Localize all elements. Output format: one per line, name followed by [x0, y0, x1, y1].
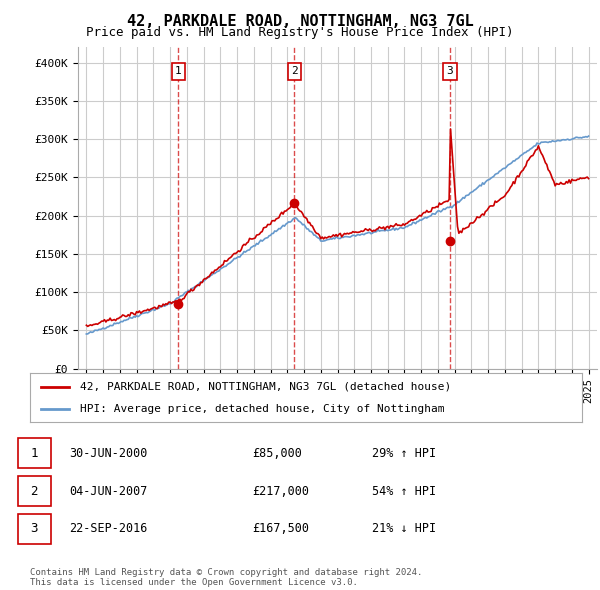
Text: 1: 1	[175, 66, 182, 76]
Text: 21% ↓ HPI: 21% ↓ HPI	[372, 523, 436, 536]
Text: 3: 3	[31, 523, 38, 536]
Text: 3: 3	[446, 66, 454, 76]
Text: 42, PARKDALE ROAD, NOTTINGHAM, NG3 7GL: 42, PARKDALE ROAD, NOTTINGHAM, NG3 7GL	[127, 14, 473, 28]
Text: 29% ↑ HPI: 29% ↑ HPI	[372, 447, 436, 460]
Text: £217,000: £217,000	[252, 484, 309, 497]
Text: 04-JUN-2007: 04-JUN-2007	[69, 484, 148, 497]
Text: £167,500: £167,500	[252, 523, 309, 536]
FancyBboxPatch shape	[18, 438, 51, 468]
Text: 2: 2	[31, 484, 38, 497]
Text: £85,000: £85,000	[252, 447, 302, 460]
Text: 22-SEP-2016: 22-SEP-2016	[69, 523, 148, 536]
Text: 2: 2	[291, 66, 298, 76]
FancyBboxPatch shape	[18, 476, 51, 506]
Text: 30-JUN-2000: 30-JUN-2000	[69, 447, 148, 460]
Text: 1: 1	[31, 447, 38, 460]
Text: HPI: Average price, detached house, City of Nottingham: HPI: Average price, detached house, City…	[80, 404, 444, 414]
Text: 54% ↑ HPI: 54% ↑ HPI	[372, 484, 436, 497]
FancyBboxPatch shape	[18, 514, 51, 544]
Text: Price paid vs. HM Land Registry's House Price Index (HPI): Price paid vs. HM Land Registry's House …	[86, 26, 514, 39]
Text: 42, PARKDALE ROAD, NOTTINGHAM, NG3 7GL (detached house): 42, PARKDALE ROAD, NOTTINGHAM, NG3 7GL (…	[80, 382, 451, 392]
Text: Contains HM Land Registry data © Crown copyright and database right 2024.
This d: Contains HM Land Registry data © Crown c…	[30, 568, 422, 587]
